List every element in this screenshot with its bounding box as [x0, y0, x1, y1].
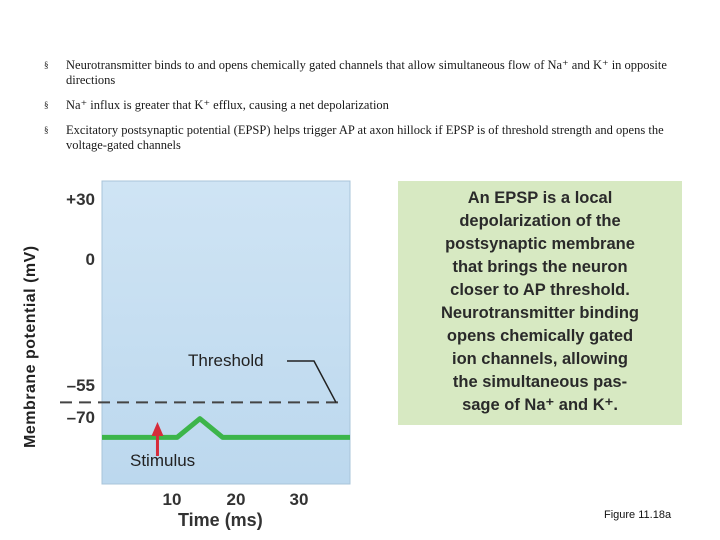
bullet-item: § Neurotransmitter binds to and opens ch…: [44, 58, 684, 88]
x-axis-label: Time (ms): [178, 510, 263, 530]
callout-line: depolarization of the: [459, 212, 621, 230]
bullet-marker: §: [44, 125, 49, 135]
callout-line: closer to AP threshold.: [450, 281, 630, 299]
stimulus-label: Stimulus: [130, 451, 196, 470]
y-tick-label: –55: [66, 376, 95, 395]
callout-line: Neurotransmitter binding: [440, 304, 639, 322]
membrane-potential-trace: [102, 416, 350, 440]
stimulus-arrow-head: [151, 422, 164, 436]
callout-line: opens chemically gated: [446, 327, 634, 345]
plot-area: [101, 180, 351, 485]
y-tick-label: –70: [66, 408, 95, 427]
bullet-text: Na⁺ influx is greater that K⁺ efflux, ca…: [66, 98, 389, 112]
epsp-callout: An EPSP is a local depolarization of the…: [398, 181, 682, 425]
bullet-marker: §: [44, 100, 49, 110]
callout-line: postsynaptic membrane: [445, 235, 635, 253]
bullet-marker: §: [44, 60, 49, 70]
bullet-item: § Excitatory postsynaptic potential (EPS…: [44, 123, 684, 153]
x-tick-label: 30: [289, 490, 309, 509]
x-tick-label: 10: [162, 490, 182, 509]
callout-line: the simultaneous pas-: [452, 373, 628, 391]
threshold-label: Threshold: [188, 351, 264, 370]
callout-line: ion channels, allowing: [451, 350, 629, 368]
callout-line: that brings the neuron: [452, 258, 628, 276]
callout-line: An EPSP is a local: [467, 189, 613, 207]
y-tick-label: +30: [66, 190, 95, 209]
threshold-leader-line: [287, 360, 337, 403]
callout-line: sage of Na⁺ and K⁺.: [462, 396, 618, 414]
bullet-item: § Na⁺ influx is greater that K⁺ efflux, …: [44, 98, 684, 113]
figure-label: Figure 11.18a: [604, 509, 672, 521]
x-tick-label: 20: [226, 490, 246, 509]
bullet-text: Excitatory postsynaptic potential (EPSP)…: [66, 123, 664, 152]
bullet-list: § Neurotransmitter binds to and opens ch…: [44, 58, 684, 163]
bullet-text: Neurotransmitter binds to and opens chem…: [66, 58, 667, 87]
y-tick-label: 0: [85, 250, 95, 269]
